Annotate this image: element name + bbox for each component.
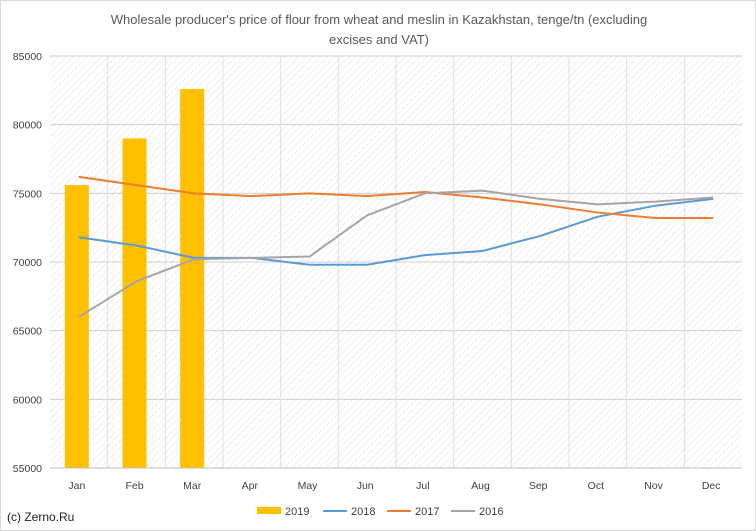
legend: 2019 2018 2017 2016 bbox=[257, 506, 503, 518]
x-tick-label: Dec bbox=[702, 480, 721, 492]
legend-label-2018: 2018 bbox=[351, 506, 375, 518]
bars-2019 bbox=[64, 88, 205, 469]
x-tick-label: Jan bbox=[68, 480, 85, 492]
x-tick-label: Jul bbox=[416, 480, 429, 492]
bar-2019-mar bbox=[180, 88, 205, 469]
y-tick-label: 55000 bbox=[13, 463, 42, 475]
y-tick-label: 80000 bbox=[13, 120, 42, 132]
y-tick-label: 65000 bbox=[13, 326, 42, 338]
line-series-2017 bbox=[78, 175, 714, 220]
x-tick-label: Aug bbox=[471, 480, 490, 492]
chart-title-line-1: Wholesale producer's price of flour from… bbox=[111, 12, 648, 27]
y-tick-label: 75000 bbox=[13, 188, 42, 200]
legend-swatch-2019 bbox=[257, 507, 281, 514]
chart-title-line-2: excises and VAT) bbox=[329, 32, 429, 47]
x-tick-label: Apr bbox=[242, 480, 259, 492]
legend-label-2016: 2016 bbox=[479, 506, 503, 518]
bar-2019-feb bbox=[122, 138, 147, 468]
x-tick-label: Mar bbox=[183, 480, 202, 492]
y-tick-label: 60000 bbox=[13, 394, 42, 406]
x-axis: Jan Feb Mar Apr May Jun Jul Aug Sep Oct Nov Dec bbox=[50, 467, 742, 492]
x-tick-label: Feb bbox=[125, 480, 143, 492]
legend-label-2019: 2019 bbox=[285, 506, 309, 518]
bar-2019-jan bbox=[64, 185, 89, 469]
x-tick-label: Sep bbox=[529, 480, 548, 492]
x-tick-label: Jun bbox=[357, 480, 374, 492]
line-series-2018 bbox=[78, 197, 714, 266]
y-axis: 55000 60000 65000 70000 75000 80000 85000 bbox=[13, 51, 42, 475]
y-tick-label: 85000 bbox=[13, 51, 42, 63]
x-tick-label: Oct bbox=[588, 480, 604, 492]
x-tick-label: May bbox=[298, 480, 319, 492]
series-lines bbox=[78, 175, 714, 318]
line-series-2016 bbox=[78, 189, 714, 318]
y-tick-label: 70000 bbox=[13, 257, 42, 269]
legend-label-2017: 2017 bbox=[415, 506, 439, 518]
credit-text: (c) Zerno.Ru bbox=[7, 510, 74, 524]
x-tick-label: Nov bbox=[644, 480, 663, 492]
